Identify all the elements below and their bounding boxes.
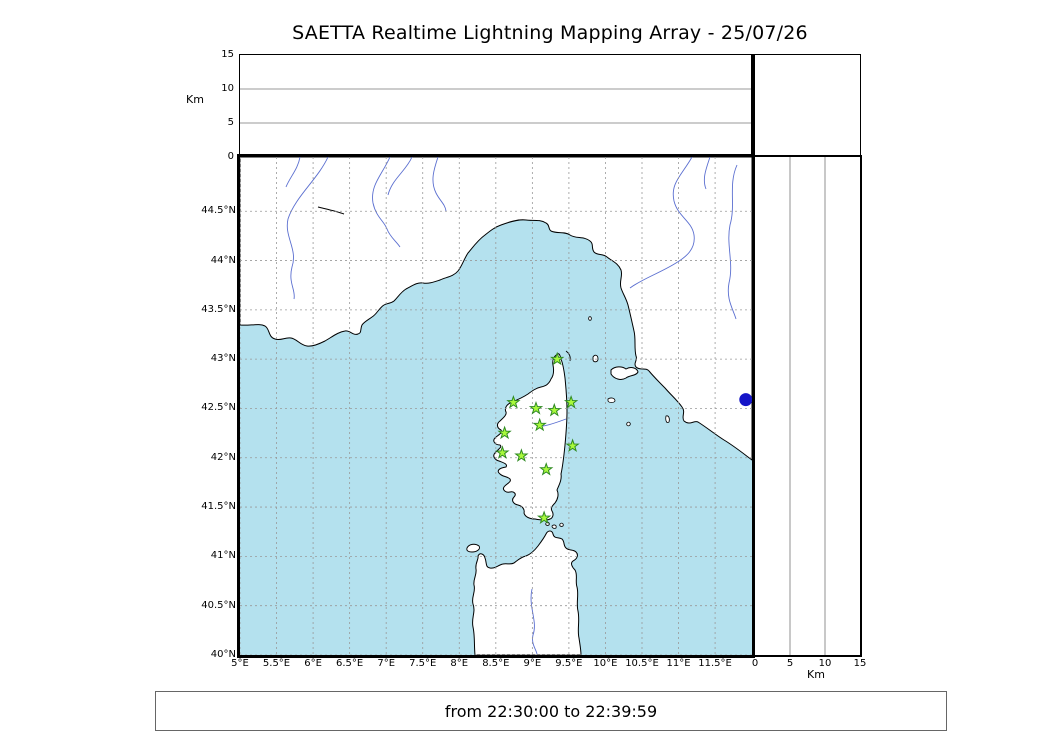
- rivers-layer: [285, 157, 738, 655]
- lma-station-marker: [514, 448, 529, 462]
- tick-label: 7°E: [377, 658, 396, 669]
- lma-station-marker: [563, 394, 579, 409]
- map-panel: [237, 154, 755, 658]
- page-title: SAETTA Realtime Lightning Mapping Array …: [292, 22, 808, 44]
- corner-panel: [754, 54, 861, 158]
- island-giglio: [665, 415, 670, 424]
- island-asinara: [466, 543, 480, 553]
- tick-label: 44.5°N: [201, 205, 236, 217]
- tick-label: 5: [227, 117, 234, 128]
- lma-station-marker: [532, 417, 547, 432]
- map-data-layer: [495, 351, 752, 524]
- tick-label: 15: [221, 49, 234, 60]
- island-pianosa: [607, 397, 616, 403]
- tick-label: 9.5°E: [555, 658, 583, 669]
- mainland-coast: [240, 157, 752, 461]
- island-elba: [610, 366, 639, 380]
- tick-label: 5°E: [231, 658, 249, 669]
- tick-label: 0: [751, 658, 759, 669]
- island-gorgona: [588, 316, 592, 321]
- capcorse-mark: [565, 350, 571, 362]
- tick-label: 43.5°N: [201, 303, 236, 315]
- lma-station-marker: [547, 402, 562, 417]
- map-grid-layer: [240, 157, 752, 655]
- tick-label: 15: [853, 658, 867, 669]
- tick-label: 0: [227, 151, 234, 162]
- tick-label: 40.5°N: [201, 599, 236, 611]
- lma-station-marker: [495, 445, 510, 459]
- time-range-text: from 22:30:00 to 22:39:59: [444, 701, 658, 721]
- tick-label: 44°N: [210, 254, 236, 266]
- sardinia-coast: [472, 530, 582, 655]
- tick-label: 5.5°E: [262, 658, 291, 669]
- altitude-axis-label-bottom: Km: [807, 668, 825, 681]
- tick-label: 7.5°E: [409, 658, 437, 669]
- tick-label: 8.5°E: [482, 658, 510, 669]
- tick-label: 42.5°N: [201, 402, 236, 414]
- altlat-grid-layer: [789, 157, 826, 655]
- blue-dot-marker: [739, 393, 752, 407]
- tick-label: 42°N: [210, 451, 236, 463]
- lma-station-marker: [497, 425, 512, 440]
- island-capraia: [592, 354, 599, 363]
- tick-label: 10: [221, 83, 234, 94]
- tick-label: 41°N: [210, 550, 236, 562]
- tick-label: 11°E: [666, 658, 691, 669]
- tick-label: 40°N: [210, 649, 236, 660]
- altitude-latitude-plot: [789, 157, 826, 655]
- tick-label: 41.5°N: [201, 501, 236, 513]
- lma-station-marker: [528, 400, 544, 415]
- altitude-axis-label-left: Km: [186, 93, 204, 106]
- inland-line: [317, 206, 345, 215]
- lma-station-marker: [565, 438, 580, 452]
- altitude-longitude-panel: [239, 54, 753, 158]
- tick-label: 8°E: [450, 658, 469, 669]
- lma-station-marker: [550, 351, 565, 366]
- map-plot: [240, 157, 752, 655]
- tick-label: 43°N: [210, 353, 236, 365]
- time-range-box: from 22:30:00 to 22:39:59: [155, 691, 947, 731]
- tick-label: 11.5°E: [698, 658, 732, 669]
- panel-divider: [751, 54, 754, 158]
- tick-label: 9°E: [523, 658, 542, 669]
- map-land-layer: [240, 157, 752, 655]
- tick-label: 10°E: [593, 658, 618, 669]
- lma-station-marker: [536, 510, 552, 524]
- altitude-longitude-plot: [240, 88, 752, 124]
- altlon-grid-layer: [240, 88, 752, 124]
- lma-station-marker: [506, 394, 521, 409]
- tick-label: 10.5°E: [625, 658, 659, 669]
- lma-station-marker: [539, 462, 554, 476]
- island-montecristo: [626, 421, 631, 427]
- altitude-latitude-panel: [753, 155, 862, 657]
- tick-label: 6°E: [304, 658, 322, 669]
- tick-label: 6.5°E: [336, 658, 364, 669]
